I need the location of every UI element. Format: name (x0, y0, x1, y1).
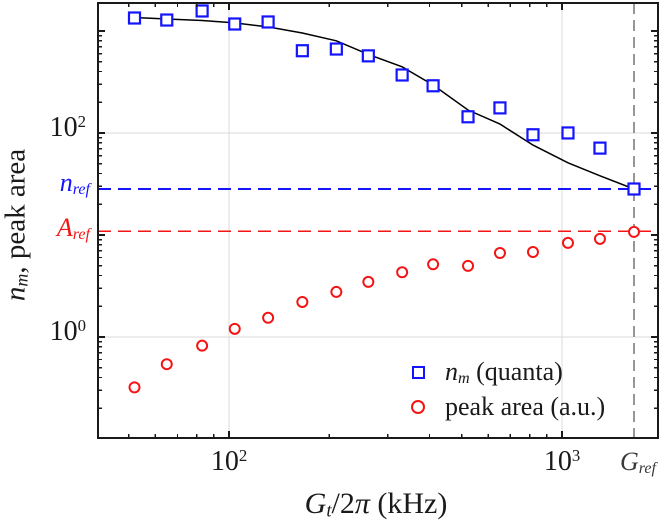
data-point-circle (396, 266, 409, 279)
data-point-square (426, 79, 440, 93)
data-point-square (361, 49, 375, 63)
x-axis-label: Gt/2π (kHz) (304, 487, 448, 522)
data-point-square (561, 126, 575, 140)
g-ref-label: Gref (619, 446, 657, 477)
data-point-square (160, 13, 174, 27)
x-tick-label: 103 (543, 445, 581, 478)
data-point-circle (262, 311, 275, 324)
data-point-circle (160, 358, 173, 371)
data-point-circle (128, 381, 141, 394)
square-marker-icon (405, 366, 431, 379)
data-point-square (195, 4, 209, 18)
data-point-square (228, 17, 242, 31)
data-point-square (261, 15, 275, 29)
data-point-circle (196, 339, 209, 352)
data-point-square (593, 141, 607, 155)
data-point-square (461, 110, 475, 124)
data-point-square (526, 128, 540, 142)
data-point-circle (627, 225, 640, 238)
a-ref-label: Aref (56, 213, 90, 243)
series-nm (127, 4, 641, 196)
legend-item-label: nm (quanta) (445, 357, 563, 387)
data-point-circle (526, 245, 539, 258)
data-point-square (329, 42, 343, 56)
legend: nm (quanta) peak area (a.u.) (405, 356, 605, 423)
data-point-square (627, 182, 641, 196)
plot-border (97, 2, 659, 439)
data-point-circle (228, 322, 241, 335)
data-point-circle (561, 236, 574, 249)
n-ref-label: nref (59, 167, 90, 198)
data-point-square (395, 68, 409, 82)
legend-item-peak-area: peak area (a.u.) (405, 390, 605, 423)
y-axis-label: nm, peak area (0, 148, 32, 302)
square-marker-glyph (411, 366, 425, 379)
fit-curve (128, 16, 635, 190)
circle-marker-icon (405, 399, 431, 414)
data-point-circle (427, 258, 440, 271)
y-tick-label: 102 (49, 111, 86, 144)
legend-item-nm: nm (quanta) (405, 356, 605, 389)
data-point-square (493, 101, 507, 115)
x-tick-label: 102 (210, 445, 248, 478)
y-tick-label: 100 (49, 315, 86, 348)
data-point-square (127, 11, 142, 25)
data-point-circle (493, 246, 506, 259)
legend-item-label: peak area (a.u.) (445, 391, 606, 421)
data-point-circle (593, 232, 606, 245)
series-peak-area (128, 225, 640, 394)
data-point-square (295, 44, 309, 58)
data-point-circle (330, 285, 343, 298)
circle-marker-glyph (411, 399, 425, 414)
data-point-circle (362, 275, 375, 288)
data-point-circle (296, 295, 309, 308)
data-point-circle (462, 259, 475, 272)
reference-lines (98, 3, 658, 438)
